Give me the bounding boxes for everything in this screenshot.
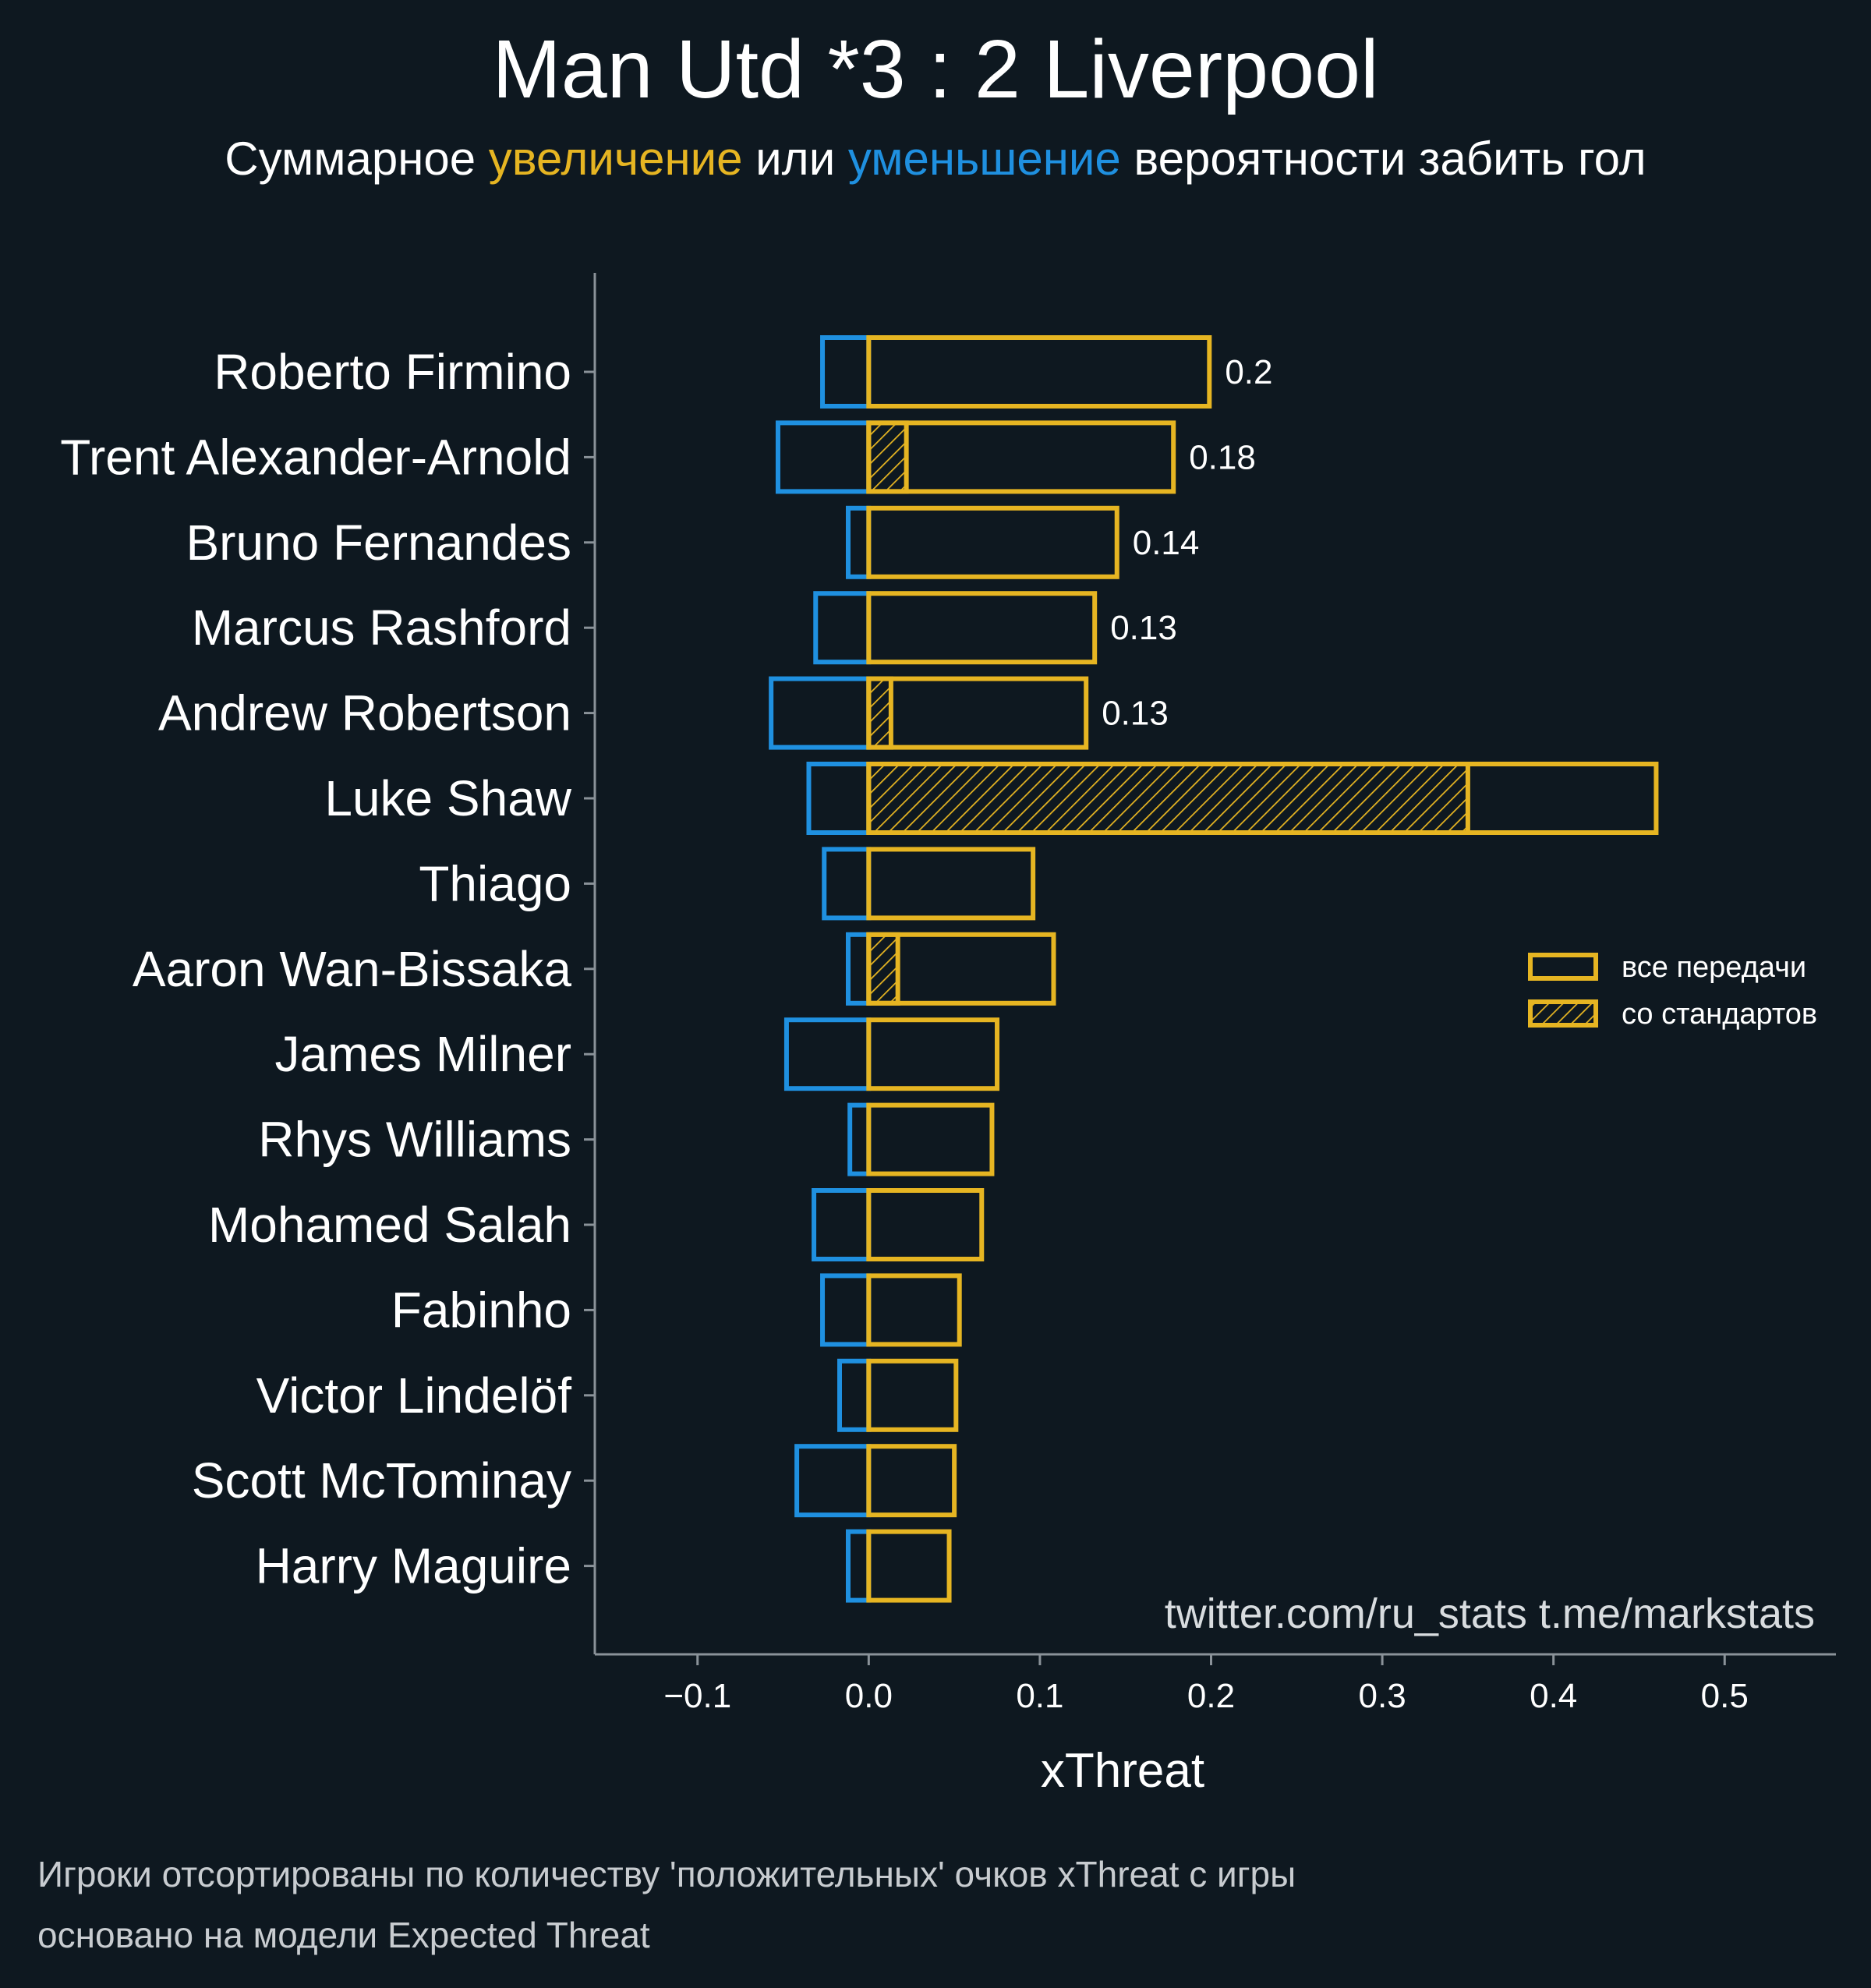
legend-label-set-pieces: со стандартов <box>1622 998 1817 1031</box>
bar-negative <box>783 1017 872 1091</box>
bar-negative <box>845 505 872 579</box>
player-label: Bruno Fernandes <box>186 515 571 571</box>
data-label: 0.13 <box>1110 609 1177 647</box>
x-tick-label: 0.5 <box>1701 1677 1749 1715</box>
bar-negative <box>820 1273 872 1347</box>
player-label: Luke Shaw <box>324 770 571 826</box>
player-label: Marcus Rashford <box>192 600 571 656</box>
player-label: Thiago <box>419 855 571 911</box>
footer-note-2: основано на модели Expected Threat <box>37 1915 650 1955</box>
bar-all-passes <box>866 335 1212 409</box>
bar-negative <box>769 676 872 750</box>
bar-negative <box>845 1529 872 1603</box>
bar-negative <box>806 762 872 835</box>
footer-note-1: Игроки отсортированы по количеству 'поло… <box>37 1854 1296 1894</box>
legend-swatch-set-pieces <box>1528 999 1598 1028</box>
bar-all-passes <box>866 1273 962 1347</box>
bar-all-passes <box>866 591 1098 665</box>
bar-all-passes <box>866 676 1089 750</box>
legend-label-all-passes: все передачи <box>1622 951 1806 984</box>
subtitle-part-3: уменьшение <box>848 133 1121 185</box>
chart-bars <box>769 335 1659 1603</box>
player-label: Roberto Firmino <box>214 344 571 400</box>
bar-all-passes <box>866 762 1659 835</box>
bar-negative <box>812 1188 872 1261</box>
chart-subtitle: Суммарное увеличение или уменьшение веро… <box>225 133 1646 185</box>
x-axis-label: xThreat <box>1041 1744 1204 1798</box>
player-label: Trent Alexander-Arnold <box>60 429 571 485</box>
x-tick-label: 0.3 <box>1359 1677 1406 1715</box>
x-tick-label: 0.0 <box>845 1677 893 1715</box>
player-label: Aaron Wan-Bissaka <box>133 941 572 997</box>
bar-negative <box>822 847 872 921</box>
subtitle-part-2: или <box>743 133 848 185</box>
player-label: Andrew Robertson <box>158 685 571 741</box>
bar-negative <box>775 420 872 494</box>
bar-negative <box>847 1102 872 1176</box>
data-label: 0.2 <box>1225 353 1272 391</box>
player-label: Fabinho <box>391 1282 571 1338</box>
x-tick-label: 0.4 <box>1530 1677 1577 1715</box>
player-label: Rhys Williams <box>258 1112 571 1168</box>
x-tick-label: −0.1 <box>663 1677 731 1715</box>
player-label: Harry Maguire <box>256 1538 571 1594</box>
player-label: James Milner <box>274 1026 571 1082</box>
player-label: Victor Lindelöf <box>256 1367 572 1424</box>
player-label: Scott McTominay <box>192 1452 571 1509</box>
bar-set-pieces <box>866 676 893 750</box>
bar-negative <box>845 932 872 1006</box>
bar-all-passes <box>866 1188 985 1261</box>
chart-labels: Roberto Firmino 0.2 Trent Alexander-Arnold… <box>60 344 1272 1594</box>
subtitle-part-0: Суммарное <box>225 133 488 185</box>
bar-all-passes <box>866 847 1036 921</box>
bar-negative <box>837 1358 872 1432</box>
bar-all-passes <box>866 1529 952 1603</box>
chart-axes: −0.1 0.0 0.1 0.2 0.3 0.4 0.5 <box>584 273 1836 1715</box>
data-label: 0.18 <box>1189 438 1256 476</box>
bar-negative <box>794 1444 872 1518</box>
x-tick-label: 0.1 <box>1016 1677 1063 1715</box>
x-tick-label: 0.2 <box>1187 1677 1235 1715</box>
bar-all-passes <box>866 505 1119 579</box>
bar-negative <box>820 335 872 409</box>
bar-set-pieces <box>866 762 1470 835</box>
legend-swatch-all-passes <box>1528 953 1598 981</box>
chart-title: Man Utd *3 : 2 Liverpool <box>492 23 1378 115</box>
bar-all-passes <box>866 1017 1000 1091</box>
bar-negative <box>813 591 872 665</box>
bar-all-passes <box>866 1358 959 1432</box>
subtitle-part-1: увеличение <box>489 133 743 185</box>
player-label: Mohamed Salah <box>208 1197 571 1253</box>
bar-all-passes <box>866 1444 957 1518</box>
bar-all-passes <box>866 932 1056 1006</box>
watermark: twitter.com/ru_stats t.me/markstats <box>1165 1590 1815 1637</box>
bar-set-pieces <box>866 932 900 1006</box>
bar-all-passes <box>866 1102 995 1176</box>
data-label: 0.14 <box>1133 524 1200 562</box>
data-label: 0.13 <box>1102 695 1169 733</box>
legend: все передачи со стандартов <box>1528 951 1817 1031</box>
bar-all-passes <box>866 420 1176 494</box>
bar-set-pieces <box>866 420 909 494</box>
subtitle-part-4: вероятности забить гол <box>1121 133 1646 185</box>
